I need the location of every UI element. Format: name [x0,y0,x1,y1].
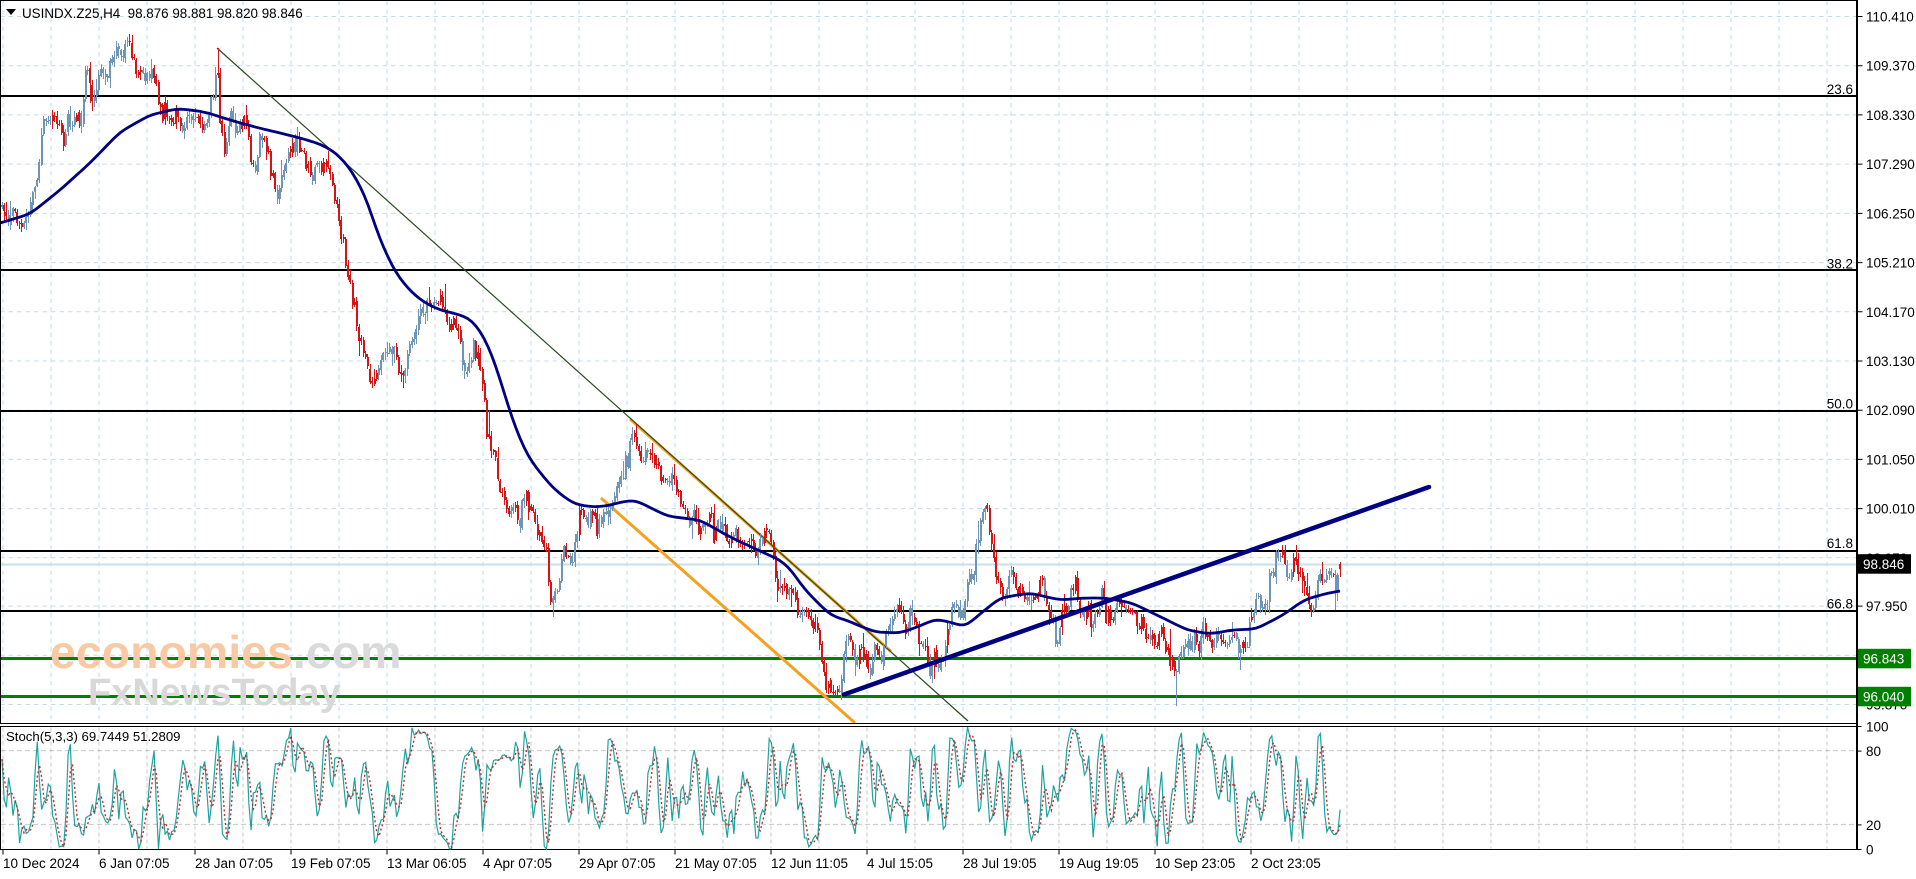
svg-text:96.843: 96.843 [1863,652,1904,667]
svg-text:66.8: 66.8 [1827,597,1853,612]
svg-text:21 May 07:05: 21 May 07:05 [675,856,757,871]
svg-text:19 Feb 07:05: 19 Feb 07:05 [291,856,371,871]
svg-text:103.130: 103.130 [1866,354,1915,369]
svg-text:100: 100 [1866,720,1889,735]
svg-text:105.210: 105.210 [1866,256,1915,271]
svg-text:FxNewsToday: FxNewsToday [88,672,341,714]
svg-text:98.846: 98.846 [1863,557,1904,572]
svg-text:107.290: 107.290 [1866,157,1915,172]
svg-text:28 Jul 19:05: 28 Jul 19:05 [963,856,1037,871]
svg-text:109.370: 109.370 [1866,59,1915,74]
svg-text:20: 20 [1866,818,1881,833]
svg-text:100.010: 100.010 [1866,502,1915,517]
svg-text:USINDX.Z25,H4 98.876 98.881 9: USINDX.Z25,H4 98.876 98.881 98.820 98.84… [22,6,303,21]
svg-text:10 Dec 2024: 10 Dec 2024 [3,856,80,871]
svg-text:economies.com: economies.com [50,626,401,678]
svg-text:102.090: 102.090 [1866,403,1915,418]
svg-text:4 Jul 15:05: 4 Jul 15:05 [867,856,933,871]
svg-text:12 Jun 11:05: 12 Jun 11:05 [771,856,848,871]
svg-text:50.0: 50.0 [1827,397,1853,412]
svg-text:38.2: 38.2 [1827,257,1853,272]
svg-text:6 Jan 07:05: 6 Jan 07:05 [99,856,170,871]
svg-text:61.8: 61.8 [1827,536,1853,551]
svg-text:13 Mar 06:05: 13 Mar 06:05 [387,856,467,871]
svg-text:108.330: 108.330 [1866,108,1915,123]
svg-text:80: 80 [1866,744,1881,759]
svg-text:0: 0 [1866,843,1874,858]
svg-text:10 Sep 23:05: 10 Sep 23:05 [1155,856,1235,871]
svg-text:110.410: 110.410 [1866,10,1914,25]
svg-text:2 Oct 23:05: 2 Oct 23:05 [1251,856,1321,871]
svg-text:104.170: 104.170 [1866,305,1915,320]
svg-text:97.950: 97.950 [1866,599,1907,614]
svg-text:4 Apr 07:05: 4 Apr 07:05 [483,856,552,871]
svg-text:19 Aug 19:05: 19 Aug 19:05 [1059,856,1139,871]
svg-text:96.040: 96.040 [1863,690,1904,705]
svg-text:28 Jan 07:05: 28 Jan 07:05 [195,856,273,871]
svg-text:23.6: 23.6 [1827,82,1853,97]
svg-text:29 Apr 07:05: 29 Apr 07:05 [579,856,656,871]
svg-text:101.050: 101.050 [1866,452,1915,467]
svg-text:106.250: 106.250 [1866,206,1915,221]
svg-text:Stoch(5,3,3) 69.7449 51.2809: Stoch(5,3,3) 69.7449 51.2809 [6,729,181,744]
